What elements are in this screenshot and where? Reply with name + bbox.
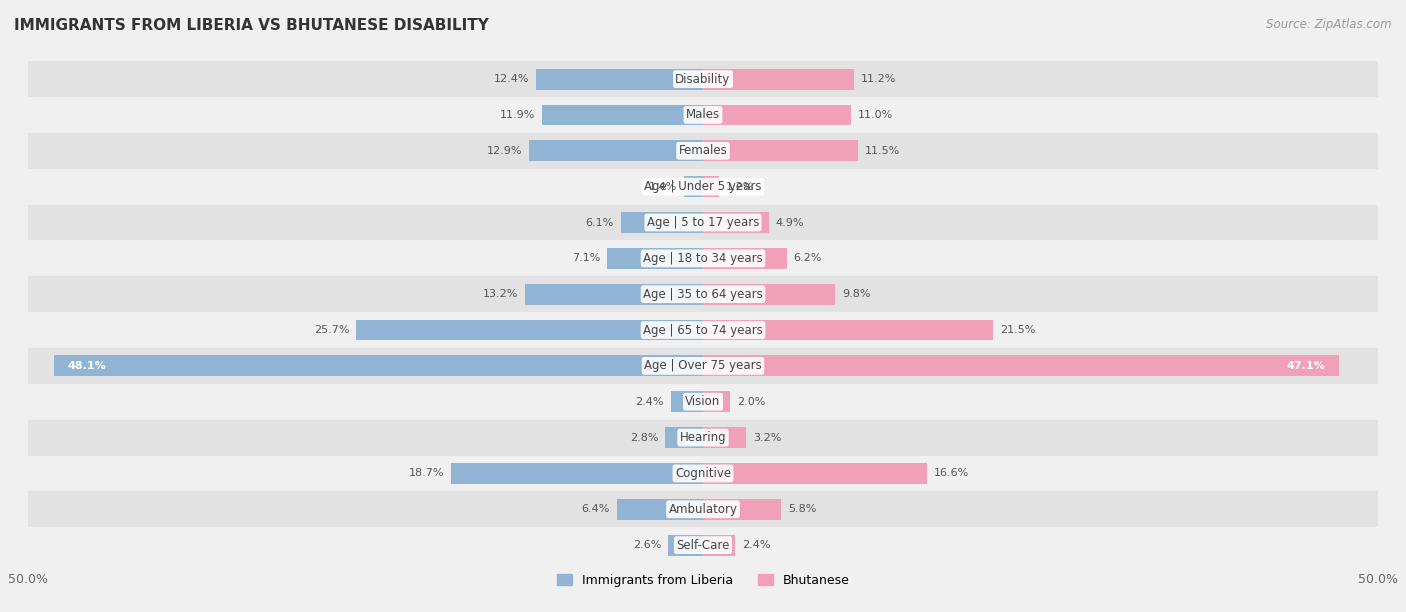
Text: 11.5%: 11.5% bbox=[865, 146, 900, 156]
Text: Age | 35 to 64 years: Age | 35 to 64 years bbox=[643, 288, 763, 300]
Bar bbox=[703, 319, 993, 340]
Bar bbox=[703, 535, 735, 556]
Text: IMMIGRANTS FROM LIBERIA VS BHUTANESE DISABILITY: IMMIGRANTS FROM LIBERIA VS BHUTANESE DIS… bbox=[14, 18, 489, 34]
Text: 13.2%: 13.2% bbox=[482, 289, 517, 299]
Bar bbox=[28, 384, 1378, 420]
Text: Cognitive: Cognitive bbox=[675, 467, 731, 480]
Bar bbox=[703, 356, 1339, 376]
Bar bbox=[28, 276, 1378, 312]
Bar bbox=[620, 212, 703, 233]
Text: 11.2%: 11.2% bbox=[860, 74, 896, 84]
Text: 47.1%: 47.1% bbox=[1286, 361, 1326, 371]
Bar bbox=[529, 140, 703, 161]
Text: Hearing: Hearing bbox=[679, 431, 727, 444]
Text: Age | 5 to 17 years: Age | 5 to 17 years bbox=[647, 216, 759, 229]
Text: 6.1%: 6.1% bbox=[586, 217, 614, 228]
Bar bbox=[28, 312, 1378, 348]
Bar bbox=[703, 248, 787, 269]
Text: 12.4%: 12.4% bbox=[494, 74, 529, 84]
Text: Ambulatory: Ambulatory bbox=[668, 503, 738, 516]
Bar bbox=[703, 499, 782, 520]
Bar bbox=[536, 69, 703, 89]
Bar bbox=[703, 391, 730, 412]
Legend: Immigrants from Liberia, Bhutanese: Immigrants from Liberia, Bhutanese bbox=[551, 569, 855, 592]
Text: 1.4%: 1.4% bbox=[650, 182, 678, 192]
Text: Age | 65 to 74 years: Age | 65 to 74 years bbox=[643, 324, 763, 337]
Text: Age | 18 to 34 years: Age | 18 to 34 years bbox=[643, 252, 763, 265]
Text: 25.7%: 25.7% bbox=[314, 325, 349, 335]
Bar bbox=[617, 499, 703, 520]
Text: 3.2%: 3.2% bbox=[754, 433, 782, 442]
Bar bbox=[703, 212, 769, 233]
Bar bbox=[28, 527, 1378, 563]
Bar bbox=[543, 105, 703, 125]
Bar bbox=[685, 176, 703, 197]
Bar bbox=[28, 491, 1378, 527]
Bar bbox=[671, 391, 703, 412]
Text: Age | Over 75 years: Age | Over 75 years bbox=[644, 359, 762, 372]
Bar bbox=[703, 69, 855, 89]
Bar bbox=[356, 319, 703, 340]
Bar bbox=[28, 133, 1378, 169]
Text: 2.0%: 2.0% bbox=[737, 397, 765, 407]
Bar bbox=[607, 248, 703, 269]
Bar bbox=[28, 348, 1378, 384]
Bar bbox=[28, 169, 1378, 204]
Text: Males: Males bbox=[686, 108, 720, 121]
Bar bbox=[668, 535, 703, 556]
Text: 11.9%: 11.9% bbox=[501, 110, 536, 120]
Text: 18.7%: 18.7% bbox=[408, 468, 444, 479]
Bar bbox=[703, 105, 852, 125]
Text: 6.2%: 6.2% bbox=[793, 253, 823, 263]
Text: 2.4%: 2.4% bbox=[636, 397, 664, 407]
Text: 16.6%: 16.6% bbox=[934, 468, 969, 479]
Text: 9.8%: 9.8% bbox=[842, 289, 870, 299]
Bar bbox=[28, 455, 1378, 491]
Text: 11.0%: 11.0% bbox=[858, 110, 893, 120]
Bar bbox=[28, 241, 1378, 276]
Bar bbox=[703, 140, 858, 161]
Bar bbox=[703, 176, 720, 197]
Text: 2.4%: 2.4% bbox=[742, 540, 770, 550]
Text: Age | Under 5 years: Age | Under 5 years bbox=[644, 180, 762, 193]
Bar bbox=[665, 427, 703, 448]
Text: 4.9%: 4.9% bbox=[776, 217, 804, 228]
Bar bbox=[28, 204, 1378, 241]
Text: 6.4%: 6.4% bbox=[582, 504, 610, 514]
Text: Self-Care: Self-Care bbox=[676, 539, 730, 551]
Bar bbox=[28, 420, 1378, 455]
Text: Females: Females bbox=[679, 144, 727, 157]
Text: Disability: Disability bbox=[675, 73, 731, 86]
Bar bbox=[53, 356, 703, 376]
Text: 7.1%: 7.1% bbox=[572, 253, 600, 263]
Text: 2.6%: 2.6% bbox=[633, 540, 661, 550]
Bar bbox=[703, 427, 747, 448]
Text: 48.1%: 48.1% bbox=[67, 361, 105, 371]
Text: 1.2%: 1.2% bbox=[725, 182, 755, 192]
Bar bbox=[524, 284, 703, 305]
Bar bbox=[703, 463, 927, 484]
Text: Vision: Vision bbox=[685, 395, 721, 408]
Bar bbox=[28, 97, 1378, 133]
Text: 5.8%: 5.8% bbox=[787, 504, 817, 514]
Text: Source: ZipAtlas.com: Source: ZipAtlas.com bbox=[1267, 18, 1392, 31]
Text: 2.8%: 2.8% bbox=[630, 433, 658, 442]
Bar bbox=[450, 463, 703, 484]
Text: 12.9%: 12.9% bbox=[486, 146, 522, 156]
Bar bbox=[703, 284, 835, 305]
Text: 21.5%: 21.5% bbox=[1000, 325, 1035, 335]
Bar bbox=[28, 61, 1378, 97]
